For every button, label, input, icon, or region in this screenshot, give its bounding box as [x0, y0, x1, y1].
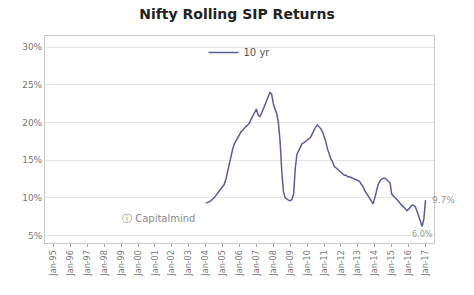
svg-text:Jan-13: Jan-13 [353, 250, 362, 276]
svg-text:Jan-04: Jan-04 [201, 250, 210, 276]
svg-text:Jan-08: Jan-08 [269, 250, 278, 276]
svg-text:Jan-12: Jan-12 [337, 250, 346, 276]
svg-text:9.7%: 9.7% [432, 195, 455, 205]
svg-text:ⓘ Capitalmind: ⓘ Capitalmind [122, 213, 195, 224]
svg-text:Jan-96: Jan-96 [66, 250, 75, 276]
svg-text:Jan-02: Jan-02 [167, 250, 176, 276]
svg-text:10%: 10% [22, 193, 42, 203]
svg-text:Jan-00: Jan-00 [134, 250, 143, 276]
svg-text:Jan-05: Jan-05 [218, 250, 227, 276]
svg-text:Jan-95: Jan-95 [49, 250, 58, 276]
svg-text:25%: 25% [22, 80, 42, 90]
svg-text:Nifty Rolling SIP Returns: Nifty Rolling SIP Returns [139, 6, 335, 22]
svg-text:Jan-98: Jan-98 [100, 250, 109, 276]
svg-text:Jan-14: Jan-14 [370, 250, 379, 276]
svg-text:Jan-01: Jan-01 [151, 250, 160, 276]
svg-text:Jan-16: Jan-16 [404, 250, 413, 276]
svg-text:Jan-99: Jan-99 [117, 250, 126, 276]
svg-text:Jan-09: Jan-09 [286, 250, 295, 276]
svg-text:5%: 5% [28, 231, 43, 241]
svg-text:Jan-03: Jan-03 [184, 250, 193, 276]
svg-text:Jan-10: Jan-10 [303, 250, 312, 276]
svg-text:Jan-97: Jan-97 [83, 250, 92, 276]
svg-text:20%: 20% [22, 118, 42, 128]
svg-text:6.0%: 6.0% [412, 230, 433, 239]
svg-text:Jan-11: Jan-11 [320, 250, 329, 276]
svg-text:Jan-07: Jan-07 [252, 250, 261, 276]
svg-text:Jan-15: Jan-15 [387, 250, 396, 276]
svg-text:Jan-17: Jan-17 [421, 250, 430, 276]
svg-text:10 yr: 10 yr [244, 47, 271, 58]
svg-text:Jan-06: Jan-06 [235, 250, 244, 276]
svg-text:30%: 30% [22, 42, 42, 52]
svg-text:15%: 15% [22, 155, 42, 165]
